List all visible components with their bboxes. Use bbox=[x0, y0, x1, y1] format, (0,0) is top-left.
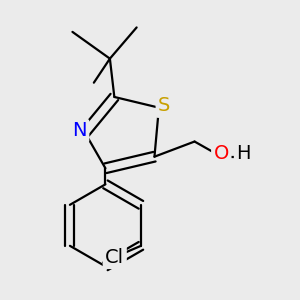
Text: S: S bbox=[158, 96, 170, 116]
Text: Cl: Cl bbox=[105, 248, 124, 267]
Text: H: H bbox=[236, 144, 251, 163]
Text: N: N bbox=[72, 121, 87, 140]
Text: O: O bbox=[214, 144, 229, 163]
